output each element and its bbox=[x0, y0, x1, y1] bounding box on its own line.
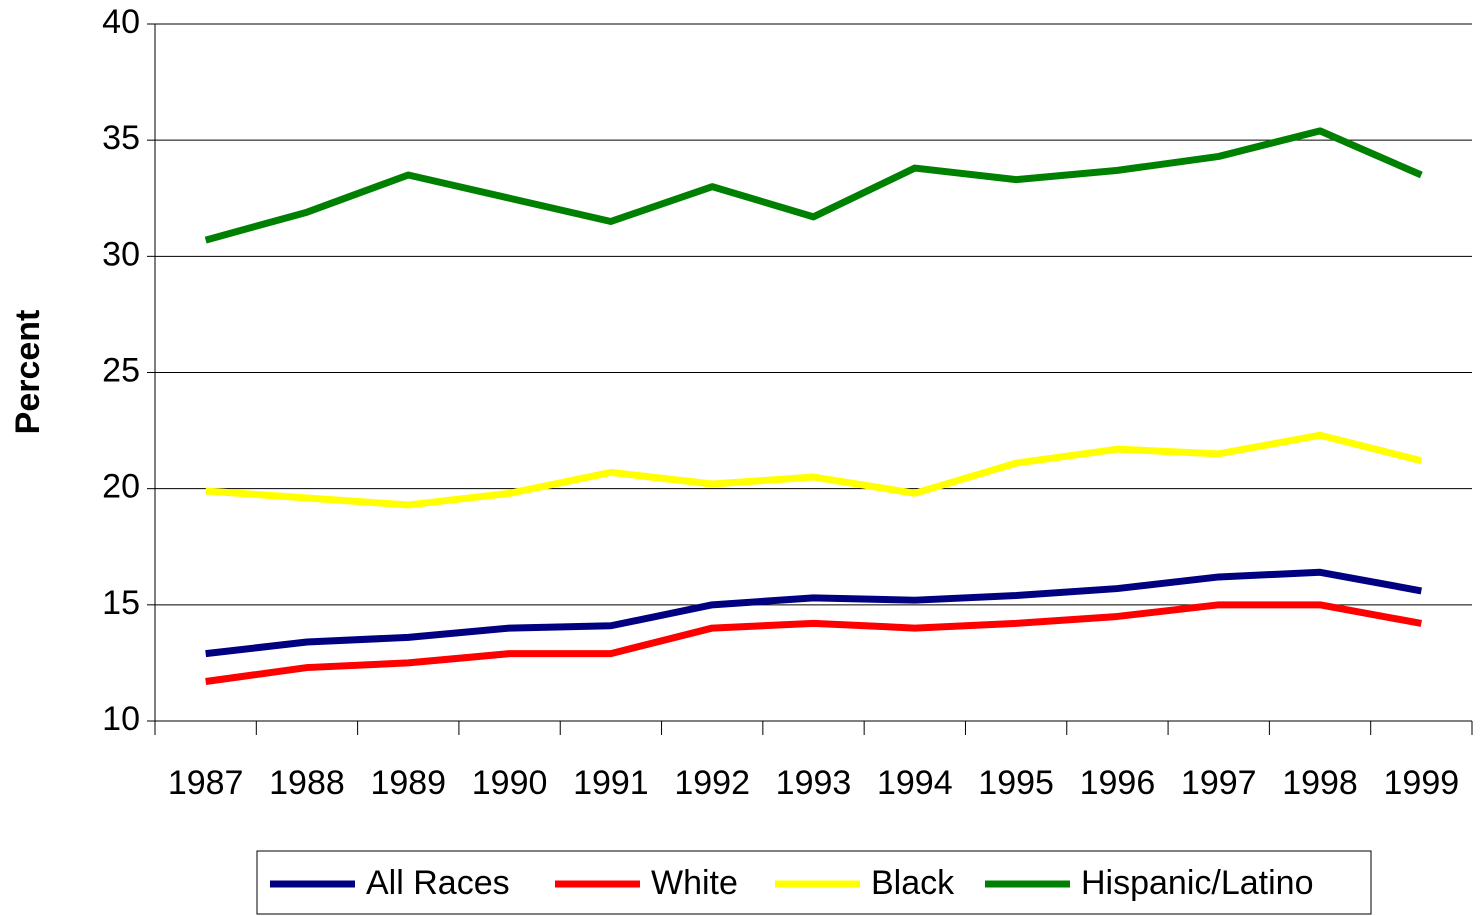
y-axis-label: Percent bbox=[9, 310, 47, 435]
x-tick-label: 1993 bbox=[776, 764, 852, 802]
series-line bbox=[205, 568, 1422, 658]
series-line bbox=[205, 601, 1422, 685]
x-tick-label: 1998 bbox=[1282, 764, 1358, 802]
x-tick-label: 1990 bbox=[472, 764, 548, 802]
x-tick-label: 1991 bbox=[573, 764, 649, 802]
legend-label: All Races bbox=[366, 864, 510, 902]
series-line bbox=[204, 127, 1423, 244]
y-tick-label: 40 bbox=[102, 3, 140, 41]
x-tick-label: 1988 bbox=[269, 764, 345, 802]
y-tick-label: 20 bbox=[102, 468, 140, 506]
x-tick-label: 1995 bbox=[978, 764, 1054, 802]
x-tick-label: 1999 bbox=[1384, 764, 1460, 802]
x-tick-label: 1987 bbox=[168, 764, 244, 802]
x-tick-label: 1996 bbox=[1080, 764, 1156, 802]
legend-label: Black bbox=[871, 864, 955, 902]
series-line bbox=[205, 431, 1423, 509]
y-tick-label: 30 bbox=[102, 235, 140, 273]
y-tick-label: 25 bbox=[102, 351, 140, 389]
legend-label: Hispanic/Latino bbox=[1081, 864, 1313, 902]
y-tick-label: 15 bbox=[102, 584, 140, 622]
x-tick-label: 1992 bbox=[674, 764, 750, 802]
y-tick-label: 35 bbox=[102, 119, 140, 157]
x-tick-label: 1994 bbox=[877, 764, 953, 802]
x-tick-label: 1997 bbox=[1181, 764, 1257, 802]
y-tick-label: 10 bbox=[102, 700, 140, 738]
x-tick-label: 1989 bbox=[370, 764, 446, 802]
legend-label: White bbox=[651, 864, 738, 902]
